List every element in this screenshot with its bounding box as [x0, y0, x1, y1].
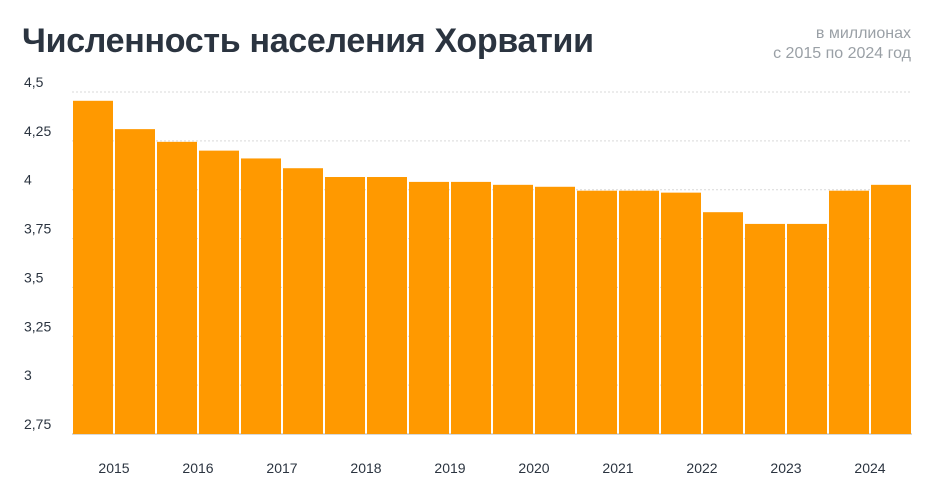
subtitle-period: с 2015 по 2024 год [773, 45, 911, 62]
chart-subtitle: в миллионах с 2015 по 2024 год [773, 24, 911, 64]
bar [241, 158, 281, 434]
y-tick-label: 4,25 [24, 123, 51, 139]
y-tick-label: 4 [24, 172, 32, 188]
y-tick-label: 3 [24, 367, 32, 383]
y-tick-label: 3,25 [24, 318, 51, 334]
bar [787, 223, 827, 434]
bar [829, 190, 869, 434]
chart-title: Численность населения Хорватии [22, 22, 594, 60]
bar [283, 168, 323, 434]
y-tick-label: 4,5 [24, 74, 44, 90]
y-tick-label: 3,5 [24, 269, 44, 285]
y-axis: 2,75 3 3,25 3,5 3,75 4 4,25 4,5 [24, 74, 51, 432]
bar [493, 184, 533, 434]
bar [871, 184, 911, 434]
gridlines [72, 91, 912, 435]
bar [535, 186, 575, 434]
bar [619, 190, 659, 434]
bar [661, 192, 701, 434]
x-tick-label: 2016 [182, 460, 213, 476]
x-tick-label: 2023 [770, 460, 801, 476]
bar [577, 190, 617, 434]
x-tick-label: 2017 [266, 460, 297, 476]
bars [73, 100, 911, 435]
x-tick-label: 2015 [98, 460, 129, 476]
subtitle-units: в миллионах [815, 25, 911, 42]
bar [157, 141, 197, 434]
y-tick-label: 3,75 [24, 221, 51, 237]
bar [451, 181, 491, 434]
x-tick-label: 2022 [686, 460, 717, 476]
x-tick-label: 2018 [350, 460, 381, 476]
x-tick-label: 2024 [854, 460, 885, 476]
bar [703, 212, 743, 434]
x-tick-label: 2020 [518, 460, 549, 476]
x-tick-label: 2019 [434, 460, 465, 476]
bar [199, 150, 239, 434]
bar [745, 223, 785, 434]
bar [367, 177, 407, 435]
x-tick-label: 2021 [602, 460, 633, 476]
bar [73, 100, 113, 435]
bar [115, 129, 155, 435]
x-axis: 2015 2016 2017 2018 2019 2020 2021 2022 2023 2024 [98, 460, 885, 476]
bar [409, 181, 449, 434]
bar [325, 177, 365, 435]
y-tick-label: 2,75 [24, 416, 51, 432]
